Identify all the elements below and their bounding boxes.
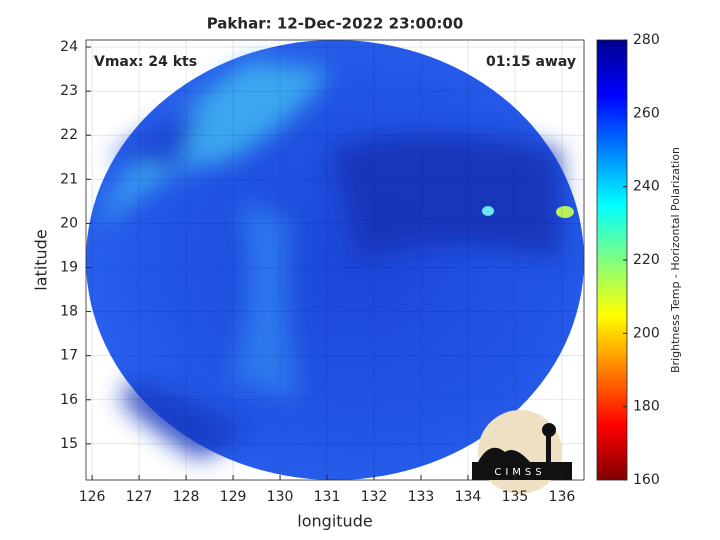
- x-tick-label: 129: [220, 489, 247, 505]
- axes-box: [85, 39, 585, 481]
- colorbar-tick-label: 240: [633, 179, 660, 195]
- y-tick-label: 22: [60, 127, 78, 143]
- grid: [86, 40, 584, 480]
- y-tick-label: 21: [60, 171, 78, 187]
- annotation: Vmax: 24 kts: [94, 54, 197, 70]
- satellite-image: [86, 40, 584, 480]
- y-axis-label: latitude: [32, 229, 51, 290]
- colorbar-tick-label: 220: [633, 252, 660, 268]
- x-tick-label: 132: [361, 489, 388, 505]
- x-tick-label: 135: [502, 489, 529, 505]
- x-tick-label: 126: [79, 489, 106, 505]
- x-tick-label: 133: [408, 489, 435, 505]
- colorbar-tick-label: 260: [633, 105, 660, 121]
- x-tick-label: 134: [455, 489, 482, 505]
- x-axis-label: longitude: [297, 512, 372, 531]
- y-tick-label: 18: [60, 304, 78, 320]
- colorbar-tick-label: 280: [633, 32, 660, 48]
- y-tick-label: 20: [60, 215, 78, 231]
- x-tick-label: 128: [173, 489, 200, 505]
- logo-text: CIMSS: [494, 467, 545, 478]
- x-tick-label: 130: [267, 489, 294, 505]
- colorbar: [596, 39, 628, 481]
- logo: CIMSS: [472, 410, 572, 494]
- y-tick-label: 24: [60, 39, 78, 55]
- x-tick-label: 127: [126, 489, 153, 505]
- x-tick-label: 131: [314, 489, 341, 505]
- annotation: 01:15 away: [486, 54, 576, 70]
- colorbar-tick-label: 160: [633, 472, 660, 488]
- colorbar-label: Brightness Temp - Horizontal Polarizatio…: [669, 147, 682, 373]
- chart-title: Pakhar: 12-Dec-2022 23:00:00: [207, 15, 464, 33]
- y-tick-label: 17: [60, 348, 78, 364]
- y-tick-label: 16: [60, 392, 78, 408]
- colorbar-tick-label: 200: [633, 325, 660, 341]
- y-tick-label: 15: [60, 436, 78, 452]
- y-tick-label: 23: [60, 83, 78, 99]
- x-tick-label: 136: [549, 489, 576, 505]
- y-tick-label: 19: [60, 259, 78, 275]
- colorbar-tick-label: 180: [633, 399, 660, 415]
